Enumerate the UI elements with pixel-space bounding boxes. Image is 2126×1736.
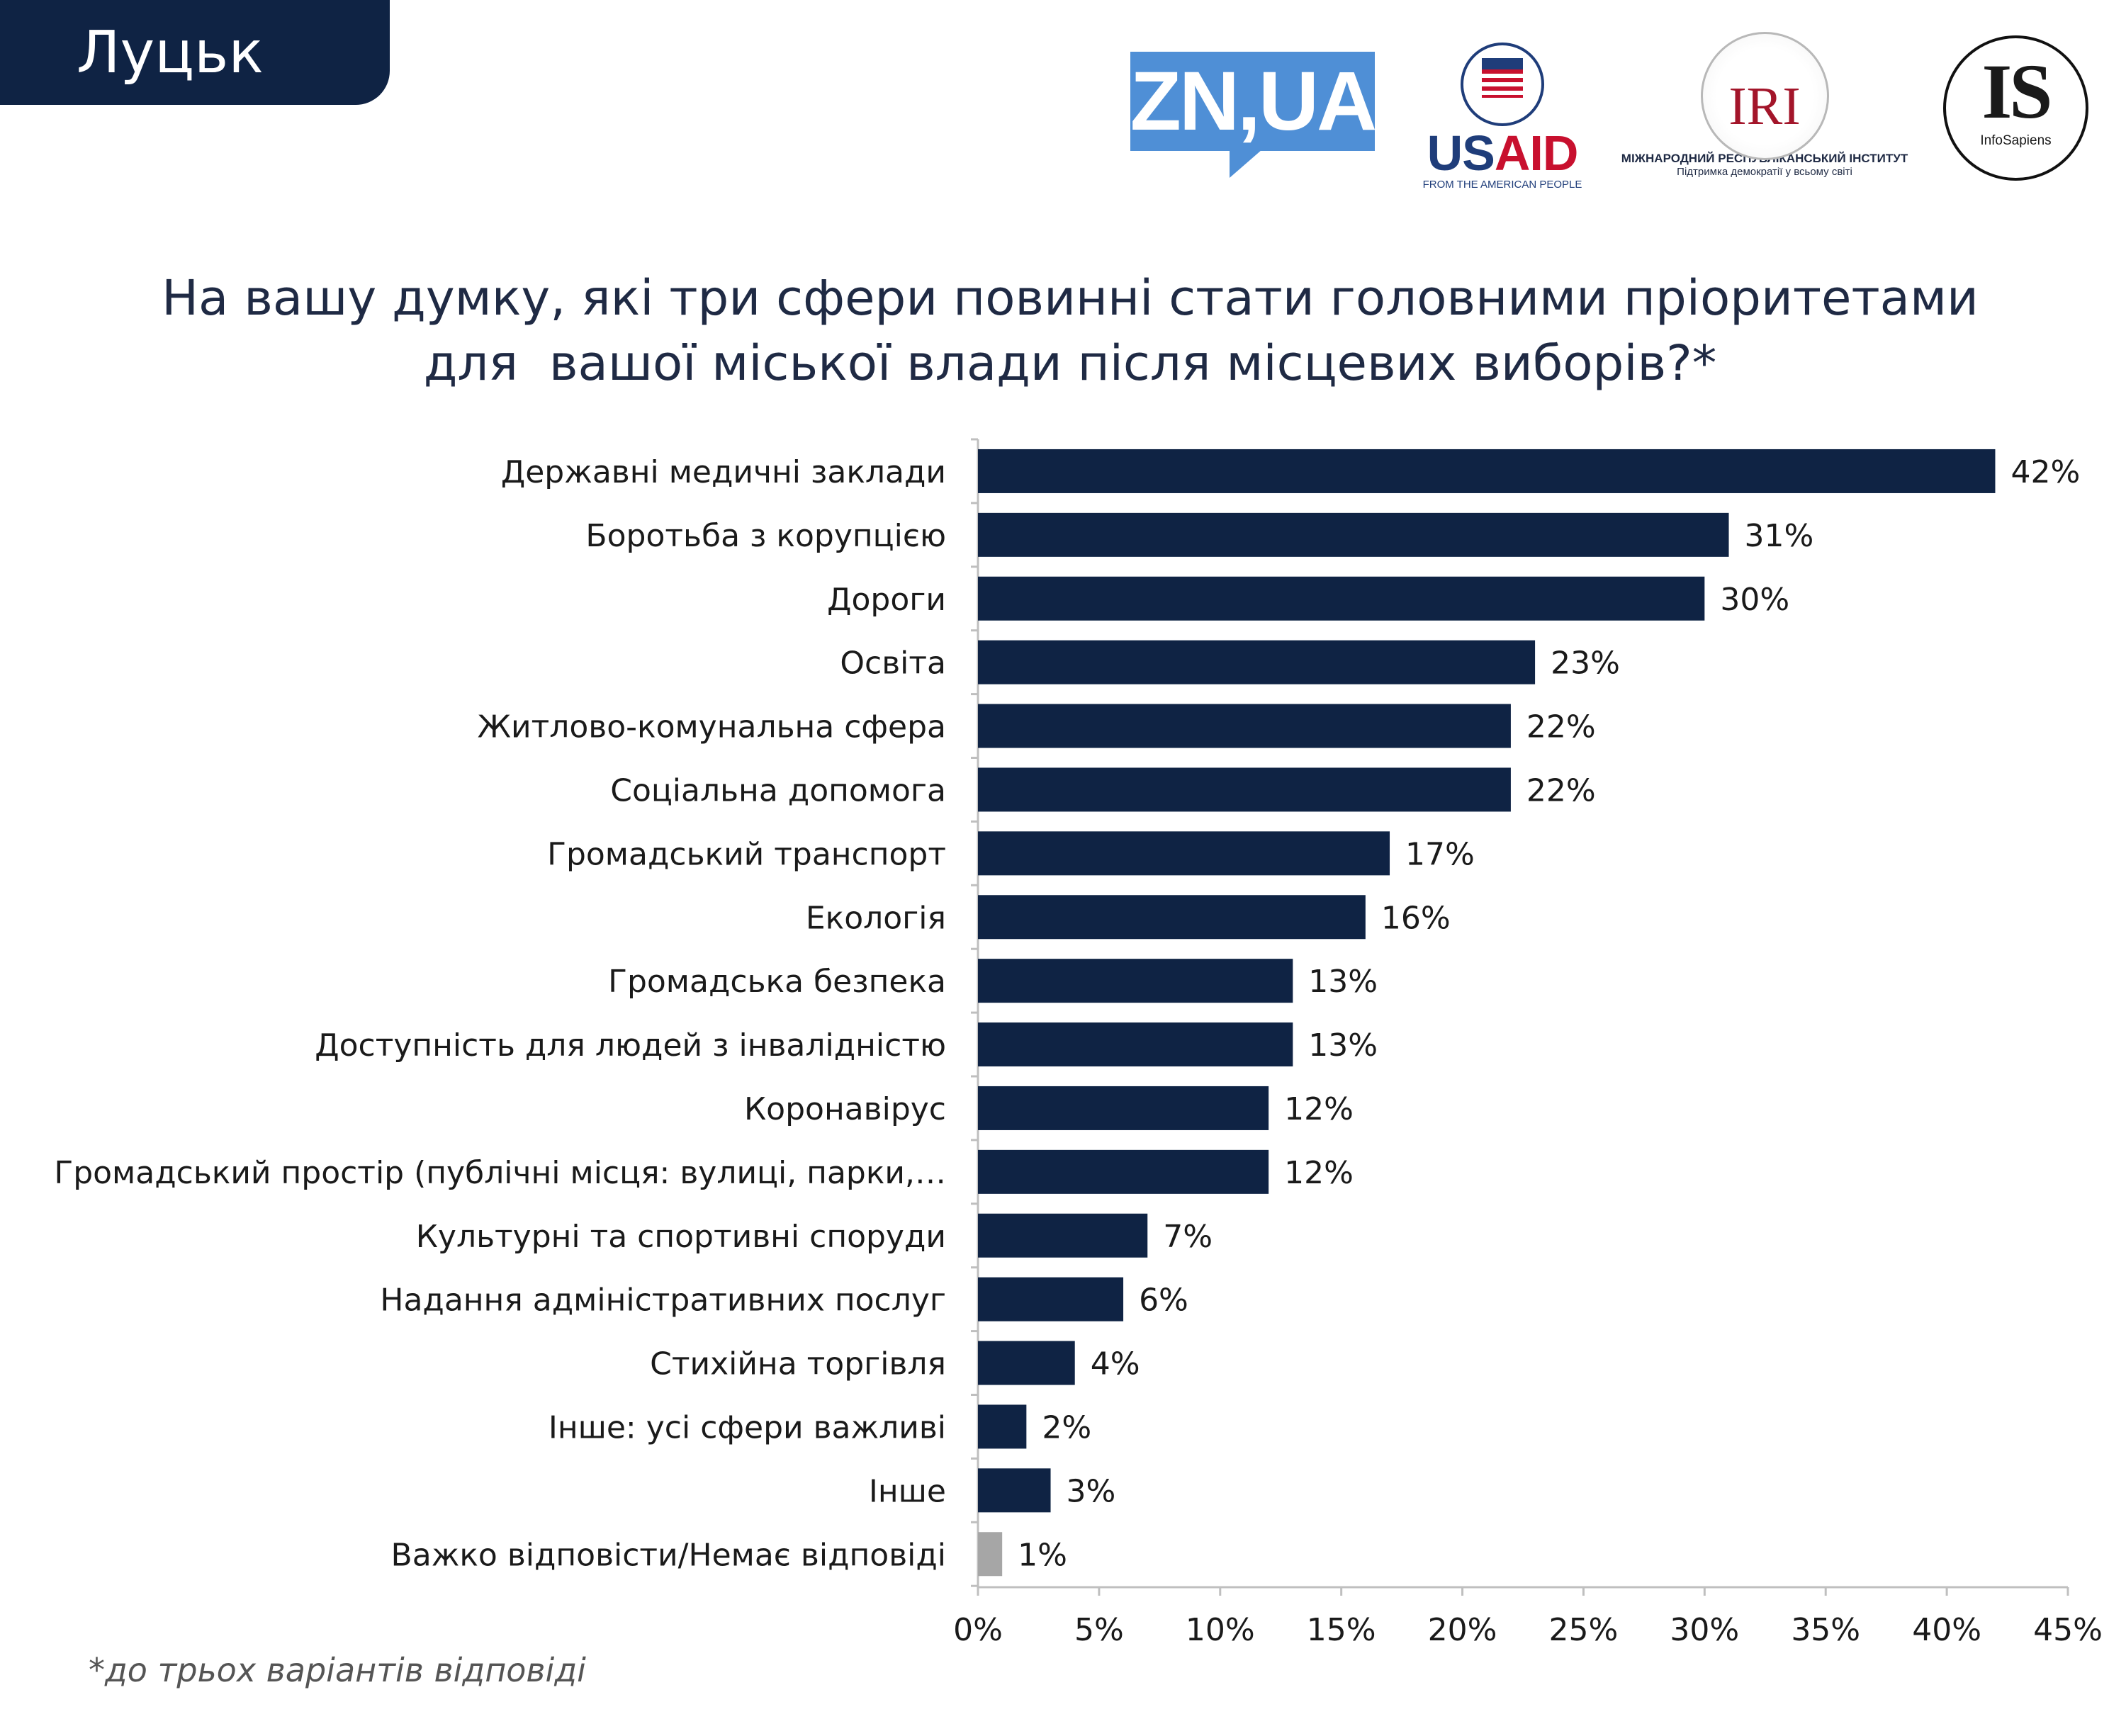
chart-title: На вашу думку, які три сфери повинні ста… (43, 266, 2098, 396)
iri-logo: IRI МІЖНАРОДНИЙ РЕСПУБЛІКАНСЬКИЙ ІНСТИТУ… (1616, 32, 1913, 181)
data-label: 4% (1091, 1346, 1140, 1382)
data-label: 1% (1018, 1537, 1067, 1573)
category-label: Державні медичні заклади (501, 454, 946, 490)
category-label: Культурні та спортивні споруди (416, 1219, 946, 1255)
city-badge: Луцьк (0, 0, 390, 105)
data-label: 2% (1042, 1409, 1091, 1445)
usaid-seal-icon (1461, 43, 1544, 126)
data-label: 22% (1526, 709, 1596, 745)
bar (978, 512, 1729, 557)
category-label: Боротьба з корупцією (585, 518, 946, 554)
infosapiens-name: InfoSapiens (1980, 133, 2052, 148)
bar (978, 1277, 1124, 1321)
data-label: 6% (1139, 1283, 1188, 1319)
bar (978, 1086, 1269, 1130)
infosapiens-logo: IS InfoSapiens (1943, 35, 2088, 181)
bar (978, 895, 1366, 940)
zn-ua-logo-tail (1230, 150, 1262, 178)
usaid-logo: USAID FROM THE AMERICAN PEOPLE (1417, 43, 1587, 191)
x-tick-label: 30% (1670, 1612, 1739, 1648)
x-tick-label: 20% (1428, 1612, 1497, 1648)
iri-mark: IRI (1728, 77, 1801, 136)
category-label: Громадський транспорт (547, 836, 946, 872)
data-label: 7% (1163, 1219, 1213, 1255)
bar (978, 449, 1996, 493)
bar (978, 959, 1293, 1003)
x-tick-label: 35% (1791, 1612, 1860, 1648)
usaid-wordmark: USAID (1427, 125, 1579, 181)
x-tick-label: 15% (1307, 1612, 1376, 1648)
data-label: 22% (1526, 772, 1596, 808)
category-label: Громадська безпека (608, 964, 946, 1000)
iri-globe-icon: IRI (1700, 32, 1829, 160)
x-tick-label: 0% (953, 1612, 1003, 1648)
bar (978, 1532, 1003, 1577)
data-label: 23% (1551, 646, 1620, 682)
data-label: 13% (1308, 964, 1378, 1000)
x-tick-label: 45% (2033, 1612, 2103, 1648)
category-label: Коронавірус (744, 1091, 946, 1127)
zn-ua-logo: ZN,UA (1130, 52, 1378, 178)
bar (978, 767, 1511, 812)
category-label: Житлово-комунальна сфера (478, 709, 946, 745)
bar (978, 831, 1390, 876)
x-tick-label: 40% (1912, 1612, 1981, 1648)
category-label: Дороги (827, 582, 946, 618)
x-tick-label: 10% (1186, 1612, 1255, 1648)
data-label: 12% (1284, 1091, 1354, 1127)
category-label: Доступність для людей з інвалідністю (315, 1027, 946, 1064)
data-label: 31% (1745, 518, 1814, 554)
x-tick-label: 5% (1074, 1612, 1124, 1648)
infosapiens-mark: IS (1981, 48, 2053, 135)
category-label: Соціальна допомога (610, 772, 946, 808)
footnote: *до трьох варіантів відповіді (89, 1651, 586, 1689)
category-label: Освіта (840, 646, 946, 682)
bar (978, 1404, 1027, 1449)
data-label: 3% (1067, 1473, 1116, 1509)
category-label: Громадський простір (публічні місця: вул… (54, 1155, 946, 1191)
category-label: Надання адміністративних послуг (380, 1283, 946, 1319)
iri-tagline: Підтримка демократії у всьому світі (1677, 166, 1852, 178)
category-label: Інше (869, 1473, 946, 1509)
x-tick-label: 25% (1549, 1612, 1619, 1648)
chart-title-line-2: для вашої міської влади після місцевих в… (423, 335, 1717, 392)
zn-ua-logo-text: ZN,UA (1130, 55, 1378, 148)
city-name: Луцьк (77, 18, 264, 86)
bar (978, 1213, 1148, 1258)
data-label: 17% (1405, 836, 1475, 872)
bar (978, 1468, 1051, 1513)
data-label: 42% (2010, 454, 2080, 490)
bar (978, 1341, 1075, 1385)
data-label: 16% (1381, 900, 1451, 936)
category-label: Стихійна торгівля (650, 1346, 946, 1382)
data-label: 13% (1308, 1027, 1378, 1064)
category-label: Важко відповісти/Немає відповіді (391, 1537, 946, 1573)
bar (978, 1149, 1269, 1194)
bar (978, 1022, 1293, 1067)
bar (978, 576, 1705, 621)
data-label: 30% (1720, 582, 1789, 618)
data-label: 12% (1284, 1155, 1354, 1191)
bar (978, 704, 1511, 748)
usaid-tagline: FROM THE AMERICAN PEOPLE (1422, 179, 1582, 191)
category-label: Екологія (806, 900, 946, 936)
category-label: Інше: усі сфери важливі (549, 1409, 946, 1445)
chart-title-line-1: На вашу думку, які три сфери повинні ста… (162, 270, 1979, 327)
bar (978, 640, 1536, 684)
